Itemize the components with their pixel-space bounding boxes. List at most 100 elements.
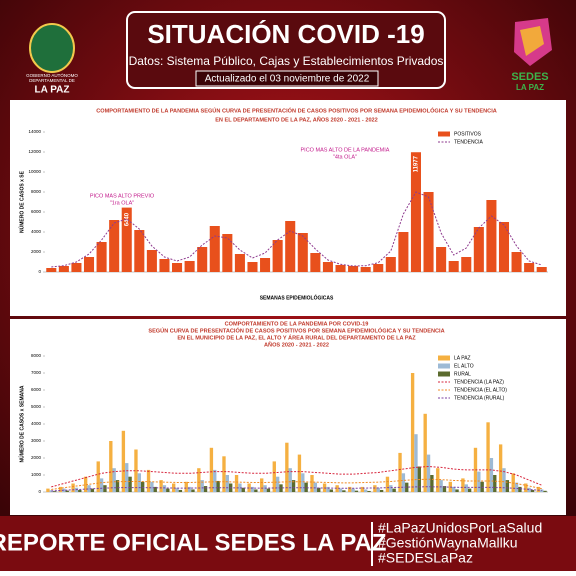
legend-swatch: [438, 131, 450, 137]
chart-title: COMPORTAMIENTO DE LA PANDEMIA POR COVID-…: [225, 321, 369, 327]
trend-line: [51, 486, 542, 492]
bar: [146, 250, 157, 272]
bar: [153, 486, 157, 492]
bar: [288, 468, 292, 492]
bar: [46, 268, 57, 272]
bar: [527, 487, 531, 492]
y-tick-label: 2000: [31, 249, 42, 254]
bar: [322, 262, 333, 272]
bar: [455, 489, 459, 492]
y-tick-label: 5000: [31, 404, 42, 409]
bar: [401, 473, 406, 492]
bar: [184, 261, 195, 272]
bar: [178, 489, 183, 492]
y-tick-label: 3000: [31, 438, 42, 443]
y-tick-label: 6000: [31, 387, 42, 392]
bar: [65, 490, 69, 492]
bar: [109, 441, 113, 492]
y-tick-label: 1000: [31, 472, 42, 477]
bar: [222, 234, 233, 272]
bar: [225, 475, 230, 492]
updated-box: [195, 70, 379, 87]
bar: [430, 475, 434, 492]
x-axis-label: SEMANAS EPIDEMIOLÓGICAS: [260, 293, 334, 301]
bar: [121, 430, 126, 492]
bar: [439, 480, 443, 492]
annotation: "4ta OLA": [333, 154, 357, 160]
y-tick-label: 4000: [31, 229, 42, 234]
bar: [498, 222, 510, 272]
bar: [150, 481, 154, 492]
bar: [109, 220, 120, 272]
bar: [410, 373, 415, 492]
bar: [200, 480, 204, 492]
bar: [452, 486, 456, 492]
bar: [96, 461, 100, 492]
legend-label: EL ALTO: [454, 363, 474, 369]
chart-title: SEGÚN CURVA DE PRESENTACIÓN DE CASOS POS…: [148, 326, 444, 334]
bar: [518, 486, 522, 492]
bar: [263, 485, 267, 492]
bar: [172, 483, 176, 492]
right-logo-emblem: [520, 26, 544, 56]
footer-band: [0, 516, 576, 571]
bar: [360, 486, 364, 492]
legend-label: POSITIVOS: [454, 131, 482, 137]
y-tick-label: 12000: [28, 149, 41, 154]
y-tick-label: 4000: [31, 421, 42, 426]
bar: [241, 487, 245, 492]
bar: [414, 434, 418, 492]
bar: [78, 489, 82, 492]
hashtag: #LaPazUnidosPorLaSalud: [378, 520, 542, 536]
bar: [335, 485, 339, 492]
bar: [461, 257, 472, 272]
left-logo-emblem: [29, 23, 75, 73]
y-axis-label: NÚMERO DE CASOS x SE: [18, 170, 25, 233]
legend-swatch: [438, 363, 450, 369]
bar: [203, 486, 208, 492]
bar: [247, 262, 258, 272]
left-logo-text: GOBIERNO AUTÓNOMO: [26, 72, 78, 78]
bar: [250, 486, 255, 492]
bar: [461, 478, 465, 492]
bar: [498, 444, 503, 492]
bar: [266, 488, 271, 492]
annotation: PICO MAS ALTO DE LA PANDEMIA: [301, 147, 390, 153]
y-tick-label: 14000: [28, 129, 41, 134]
bar: [436, 468, 440, 492]
bar: [87, 485, 91, 492]
y-tick-label: 0: [38, 489, 41, 494]
chart-title: COMPORTAMIENTO DE LA PANDEMIA SEGÚN CURV…: [96, 106, 497, 114]
bar: [363, 489, 368, 492]
bar: [140, 481, 145, 492]
trend-line: [51, 191, 542, 268]
y-axis-label: NÚMERO DE CASOS x SEMANA: [18, 385, 25, 462]
bar: [373, 264, 384, 272]
bar: [486, 422, 490, 492]
bar: [62, 488, 66, 492]
bar: [426, 454, 431, 492]
chart-panel: [10, 100, 566, 316]
y-tick-label: 8000: [31, 353, 42, 358]
bar: [260, 478, 264, 492]
bar: [536, 267, 547, 272]
y-tick-label: 2000: [31, 455, 42, 460]
bar: [354, 490, 359, 492]
y-tick-label: 6000: [31, 209, 42, 214]
bar: [514, 482, 519, 492]
bar: [162, 485, 167, 492]
bar: [134, 449, 138, 492]
bar: [310, 475, 314, 492]
bar: [121, 207, 132, 272]
legend-label: TENDENCIA: [454, 139, 484, 145]
bar: [58, 266, 69, 272]
bar: [234, 475, 239, 492]
bar: [125, 463, 129, 492]
bar: [279, 484, 283, 492]
updated-date: Actualizado el 03 noviembre de 2022: [205, 74, 370, 85]
hashtag: #SEDESLaPaz: [378, 550, 473, 566]
bar: [493, 475, 497, 492]
bar: [172, 263, 183, 272]
bar: [317, 487, 321, 492]
